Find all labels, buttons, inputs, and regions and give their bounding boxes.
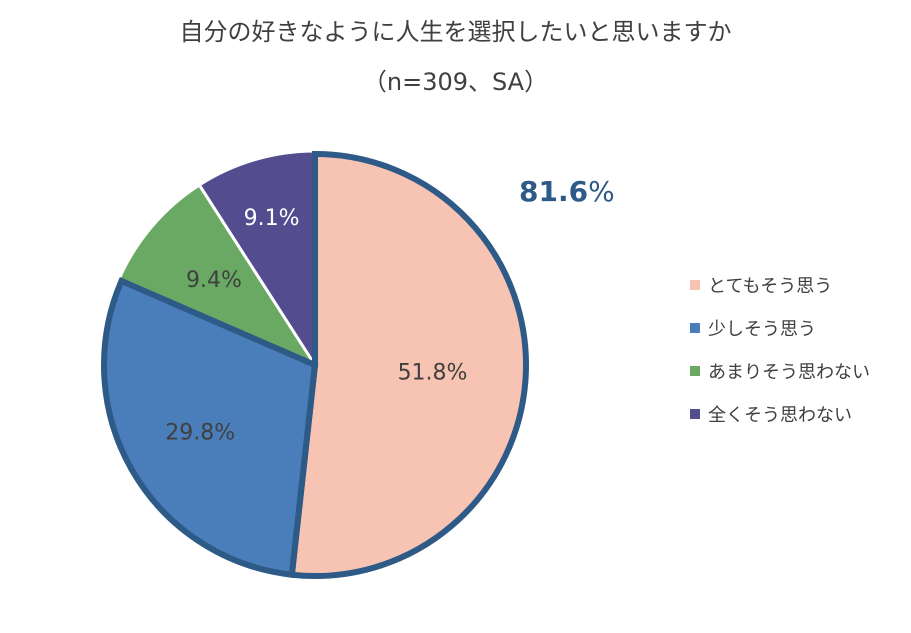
pie-slice-strongly-disagree (197, 149, 317, 367)
legend-item-somewhat-disagree: あまりそう思わない (690, 349, 870, 392)
legend-label: 少しそう思う (708, 318, 816, 340)
legend-swatch-icon (690, 322, 700, 333)
combined-total-callout: 81.6% (519, 175, 615, 208)
highlight-outline-strongly-agree (288, 150, 529, 579)
combined-total-unit: % (588, 175, 615, 208)
chart-legend: とてもそう思う 少しそう思う あまりそう思わない 全くそう思わない (690, 263, 870, 435)
legend-item-strongly-agree: とてもそう思う (690, 263, 870, 306)
pie-slice-somewhat-disagree (117, 183, 317, 367)
chart-subtitle: （n=309、SA） (362, 68, 549, 96)
legend-swatch-icon (690, 408, 700, 419)
legend-label: あまりそう思わない (708, 361, 870, 383)
legend-swatch-icon (690, 365, 700, 376)
legend-label: 全くそう思わない (708, 404, 852, 426)
combined-total-value: 81.6 (519, 175, 589, 208)
legend-label: とてもそう思う (708, 275, 833, 297)
legend-item-strongly-disagree: 全くそう思わない (690, 392, 870, 435)
slice-label-somewhat-disagree: 9.4% (186, 268, 242, 293)
chart-title: 自分の好きなように人生を選択したいと思いますか (179, 18, 732, 46)
legend-item-somewhat-agree: 少しそう思う (690, 306, 870, 349)
legend-swatch-icon (690, 279, 700, 290)
slice-label-strongly-agree: 51.8% (398, 360, 468, 385)
slice-label-strongly-disagree: 9.1% (244, 206, 300, 231)
slice-label-somewhat-agree: 29.8% (165, 421, 235, 446)
highlight-outline-somewhat-agree (101, 277, 319, 579)
